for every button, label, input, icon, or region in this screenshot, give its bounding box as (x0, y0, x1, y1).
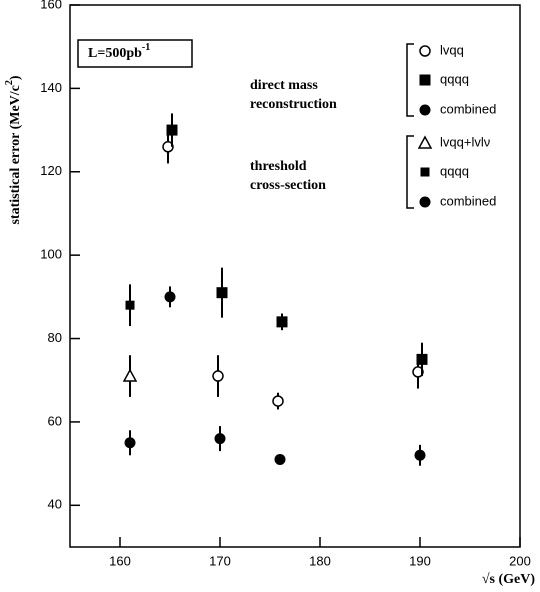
luminosity-box (77, 39, 193, 68)
marker (125, 300, 135, 310)
x-axis-label: √s (GeV) (482, 572, 536, 587)
legend-label: combined (440, 101, 496, 116)
luminosity: L=500pb-1 (88, 42, 150, 61)
legend-label: lvqq+lvlν (440, 134, 490, 149)
legend-label: combined (440, 193, 496, 208)
legend-marker (419, 45, 431, 57)
y-tick-label: 60 (48, 413, 62, 428)
x-tick-label: 160 (109, 553, 131, 568)
marker (276, 316, 288, 328)
y-axis-label: statistical error (MeV/c2) (4, 75, 23, 224)
legend-label: qqqq (440, 163, 469, 178)
legend-marker (419, 104, 431, 116)
marker (272, 395, 284, 407)
legend-marker (419, 74, 431, 86)
group-label: threshold (250, 159, 307, 174)
luminosity-sup: -1 (142, 42, 150, 53)
marker (274, 453, 286, 465)
y-tick-label: 100 (40, 247, 62, 262)
marker (212, 370, 224, 382)
marker (414, 449, 426, 461)
y-tick-label: 160 (40, 0, 62, 11)
marker (164, 291, 176, 303)
x-tick-label: 200 (509, 553, 531, 568)
marker (166, 124, 178, 136)
group-label: cross-section (250, 178, 326, 193)
marker (122, 368, 138, 382)
legend-label: lvqq (440, 42, 464, 57)
y-tick-label: 120 (40, 163, 62, 178)
luminosity-text: L=500pb (88, 46, 142, 61)
group-label: direct mass (250, 78, 318, 93)
legend-marker (420, 167, 430, 177)
y-label-tail: ) (8, 75, 23, 80)
marker (416, 353, 428, 365)
plot-frame (69, 4, 521, 548)
group-label: reconstruction (250, 97, 337, 112)
legend-marker (417, 135, 433, 149)
marker (124, 437, 136, 449)
x-tick-label: 180 (309, 553, 331, 568)
legend-marker (419, 196, 431, 208)
x-tick-label: 190 (409, 553, 431, 568)
y-label-text: statistical error (MeV/c (8, 85, 23, 224)
legend-bracket (406, 43, 414, 209)
y-tick-label: 140 (40, 80, 62, 95)
y-tick-label: 80 (48, 330, 62, 345)
marker (214, 433, 226, 445)
legend-label: qqqq (440, 71, 469, 86)
x-tick-label: 170 (209, 553, 231, 568)
y-tick-label: 40 (48, 497, 62, 512)
y-label-sup: 2 (4, 80, 15, 85)
marker (216, 287, 228, 299)
